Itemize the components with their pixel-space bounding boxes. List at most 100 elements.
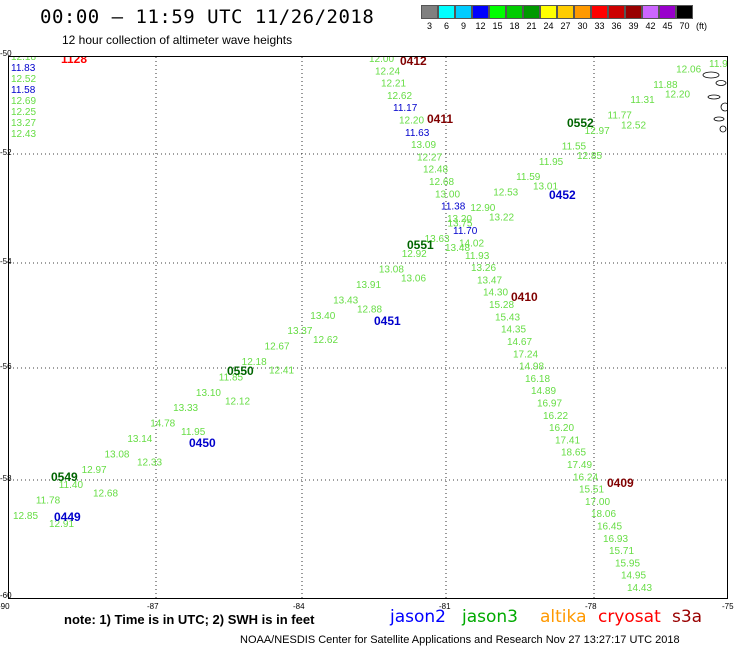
wave-height-reading: 12.90 [470, 203, 495, 214]
wave-height-reading: 17.41 [555, 435, 580, 446]
wave-height-reading: 13.01 [533, 182, 558, 193]
wave-height-reading: 12.06 [676, 64, 701, 75]
island-outline [715, 80, 727, 86]
wave-height-reading: 15.71 [609, 546, 634, 557]
map-title: 00:00 – 11:59 UTC 11/26/2018 [40, 6, 375, 28]
pass-time-label: 1128 [61, 57, 87, 66]
wave-height-reading: 16.93 [603, 534, 628, 545]
longitude-tick: -75 [722, 602, 734, 611]
wave-height-reading: 16.97 [537, 398, 562, 409]
wave-height-reading: 16.18 [525, 374, 550, 385]
wave-height-reading: 13.47 [477, 275, 502, 286]
island-outline [707, 94, 721, 100]
wave-height-reading: 11.78 [36, 496, 61, 507]
color-swatch [608, 5, 625, 19]
wave-height-reading: 15.51 [579, 485, 604, 496]
color-scale-label: 24 [543, 21, 554, 31]
wave-height-reading: 14.02 [459, 239, 484, 250]
legend-jason2: jason2 [390, 607, 446, 627]
longitude-tick: -84 [293, 602, 305, 611]
wave-height-reading: 12.20 [399, 116, 424, 127]
color-swatch [659, 5, 676, 19]
wave-height-reading: 13.00 [435, 189, 460, 200]
color-swatch [642, 5, 659, 19]
wave-height-reading: 12.97 [585, 126, 610, 137]
wave-height-reading: 12.18 [11, 57, 36, 63]
wave-height-reading: 13.40 [310, 311, 335, 322]
wave-height-reading: 12.33 [137, 458, 162, 469]
wave-height-reading: 12.91 [49, 519, 74, 530]
wave-height-reading: 16.22 [543, 411, 568, 422]
wave-height-reading: 17.00 [585, 497, 610, 508]
wave-height-reading: 12.52 [11, 74, 36, 85]
pass-time-label: 0450 [189, 436, 216, 450]
wave-height-reading: 12.20 [665, 90, 690, 101]
color-swatch [523, 5, 540, 19]
wave-height-reading: 12.68 [93, 488, 118, 499]
wave-height-reading: 13.75 [447, 218, 472, 229]
color-swatch [472, 5, 489, 19]
latitude-tick: -56 [0, 362, 12, 371]
wave-height-reading: 18.06 [591, 509, 616, 520]
wave-height-reading: 11.40 [59, 480, 84, 491]
color-scale-label: 45 [662, 21, 673, 31]
pass-time-label: 0551 [407, 238, 434, 252]
wave-height-reading: 12.62 [313, 335, 338, 346]
wave-height-reading: 13.08 [379, 265, 404, 276]
wave-height-reading: 13.91 [356, 280, 381, 291]
color-swatch [625, 5, 642, 19]
wave-height-reading: 16.20 [549, 423, 574, 434]
color-scale-label: 9 [460, 21, 466, 31]
wave-height-reading: 11.31 [630, 95, 655, 106]
wave-height-reading: 18.65 [561, 448, 586, 459]
wave-height-reading: 11.17 [393, 103, 418, 114]
wave-height-reading: 12.27 [417, 152, 442, 163]
island-outline [702, 71, 720, 79]
island-outline [720, 102, 730, 112]
wave-height-reading: 12.68 [429, 177, 454, 188]
color-scale-label: (ft) [696, 21, 707, 31]
map-plot: 12.1811.8312.5211.5812.6912.2513.2712.43… [9, 49, 734, 598]
wave-height-reading: 13.27 [11, 118, 36, 129]
wave-height-reading: 12.43 [11, 129, 36, 140]
satellite-tracks: 12.1811.8312.5211.5812.6912.2513.2712.43… [11, 49, 734, 594]
color-scale-label: 21 [526, 21, 537, 31]
wave-height-reading: 11.59 [516, 172, 541, 183]
pass-time-label: 0449 [54, 510, 81, 524]
wave-height-reading: 11.55 [562, 141, 587, 152]
color-scale-label: 70 [679, 21, 690, 31]
wave-height-reading: 13.09 [411, 140, 436, 151]
color-scale-label: 15 [492, 21, 503, 31]
island-outline [713, 116, 725, 122]
longitude-tick: -78 [585, 602, 597, 611]
pass-time-label: 0552 [567, 116, 594, 130]
wave-height-reading: 12.48 [423, 165, 448, 176]
wave-height-reading: 12.97 [82, 465, 107, 476]
wave-height-reading: 11.38 [441, 202, 466, 213]
wave-height-reading: 13.63 [425, 234, 450, 245]
wave-height-reading: 13.48 [445, 243, 470, 254]
wave-height-reading: 17.24 [513, 349, 538, 360]
pass-time-label: 0549 [51, 470, 78, 484]
color-swatch [591, 5, 608, 19]
legend-cryosat: cryosat [598, 607, 661, 627]
color-scale-labels: 3 6 9 12 15 18 21 24 27 30 33 36 39 42 45 70 (ft) [421, 21, 710, 31]
color-scale-label: 6 [443, 21, 449, 31]
wave-height-reading: 12.88 [357, 304, 382, 315]
wave-height-reading: 11.77 [608, 111, 633, 122]
wave-height-reading: 13.33 [173, 403, 198, 414]
color-scale-label: 3 [426, 21, 432, 31]
color-swatch [676, 5, 693, 19]
wave-height-reading: 13.20 [447, 214, 472, 225]
wave-height-reading: 12.62 [387, 91, 412, 102]
latitude-tick: -60 [0, 591, 12, 600]
wave-height-reading: 11.85 [219, 372, 244, 383]
longitude-tick: -81 [439, 602, 451, 611]
wave-height-reading: 14.30 [483, 288, 508, 299]
credit-line: NOAA/NESDIS Center for Satellite Applica… [240, 634, 680, 646]
pass-time-label: 0452 [549, 188, 576, 202]
wave-height-reading: 15.95 [615, 558, 640, 569]
pass-time-label: 0412 [400, 57, 427, 68]
color-swatch [557, 5, 574, 19]
